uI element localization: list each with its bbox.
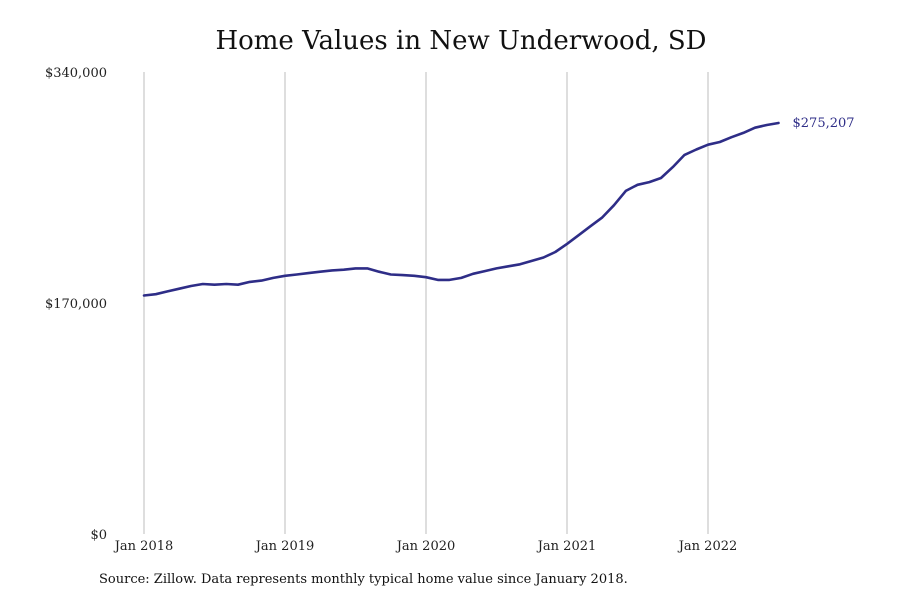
y-tick-label: $170,000 [45, 297, 107, 312]
series-line-0 [142, 121, 780, 297]
series-lines [142, 121, 780, 297]
chart-title: Home Values in New Underwood, SD [215, 26, 707, 56]
data-labels: $275,207 [793, 116, 855, 131]
end-value-label: $275,207 [793, 116, 855, 131]
x-tick-label: Jan 2019 [254, 539, 315, 554]
x-tick-label: Jan 2020 [395, 539, 456, 554]
gridlines [143, 72, 709, 534]
x-tick-label: Jan 2018 [113, 539, 174, 554]
y-tick-label: $0 [90, 528, 107, 543]
y-axis-tick-labels: $0 $170,000 $340,000 [45, 66, 107, 543]
x-tick-label: Jan 2022 [677, 539, 738, 554]
x-tick-label: Jan 2021 [536, 539, 597, 554]
source-note: Source: Zillow. Data represents monthly … [99, 572, 628, 587]
y-tick-label: $340,000 [45, 66, 107, 81]
x-axis-tick-labels: Jan 2018 Jan 2019 Jan 2020 Jan 2021 Jan 2022 [113, 539, 738, 554]
